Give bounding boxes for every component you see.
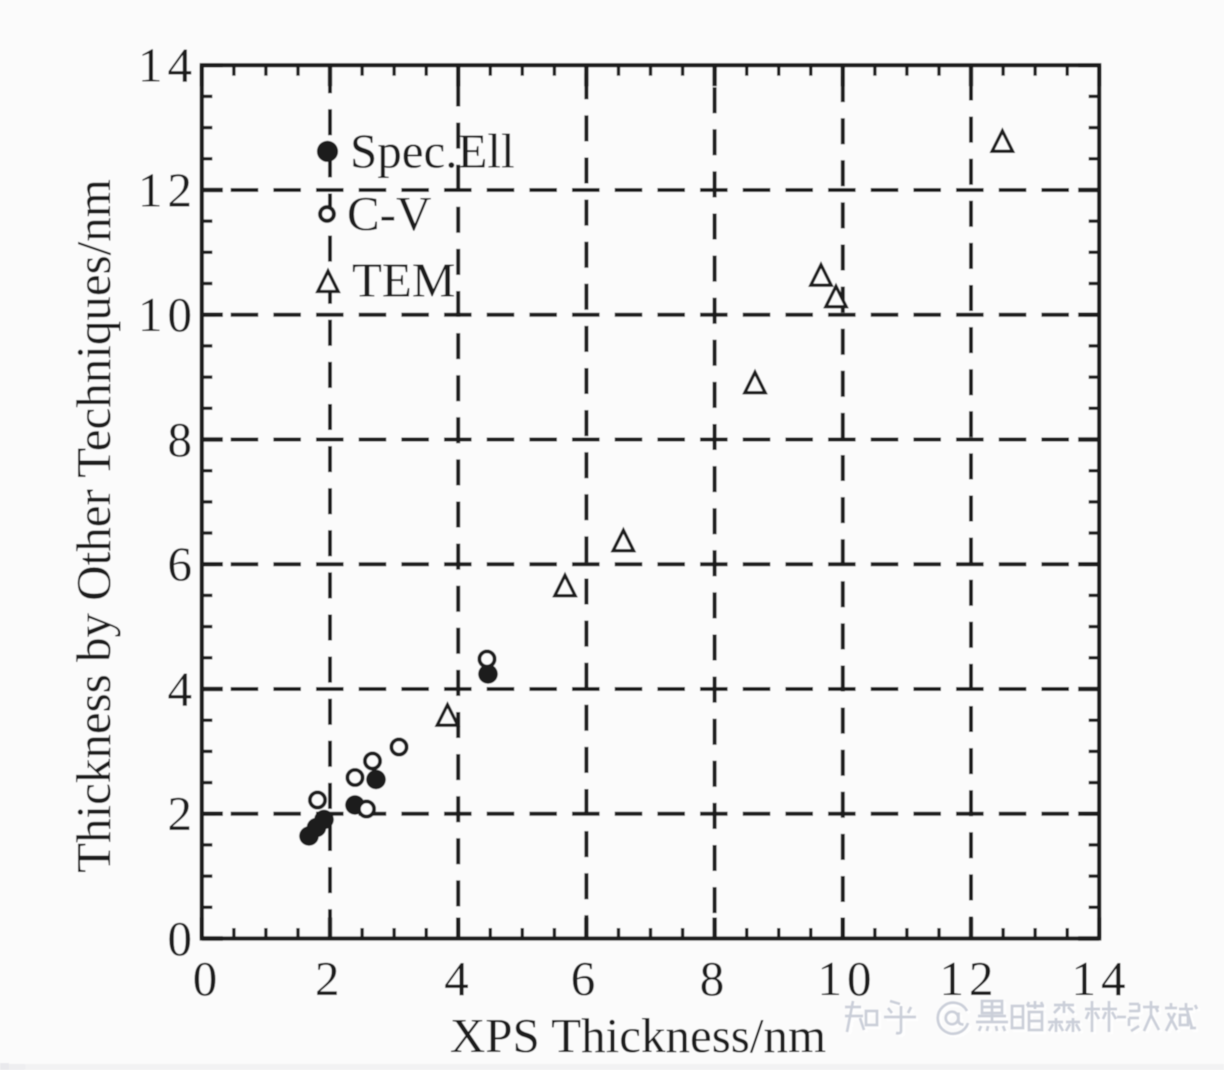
svg-text:4: 4 bbox=[444, 951, 469, 1006]
svg-text:0: 0 bbox=[168, 911, 193, 966]
svg-text:XPS Thickness/nm: XPS Thickness/nm bbox=[450, 1008, 826, 1063]
svg-text:TEM: TEM bbox=[352, 253, 455, 308]
svg-text:0: 0 bbox=[193, 951, 218, 1006]
svg-text:Thickness by Other Techniques/: Thickness by Other Techniques/nm bbox=[66, 179, 121, 873]
svg-text:4: 4 bbox=[168, 661, 193, 716]
svg-text:6: 6 bbox=[571, 951, 596, 1006]
svg-text:8: 8 bbox=[168, 412, 193, 467]
svg-text:C-V: C-V bbox=[347, 186, 431, 241]
svg-text:Spec.Ell: Spec.Ell bbox=[350, 124, 515, 179]
svg-text:6: 6 bbox=[168, 537, 193, 592]
svg-text:2: 2 bbox=[315, 951, 340, 1006]
svg-text:2: 2 bbox=[168, 786, 193, 841]
svg-text:8: 8 bbox=[700, 951, 725, 1006]
